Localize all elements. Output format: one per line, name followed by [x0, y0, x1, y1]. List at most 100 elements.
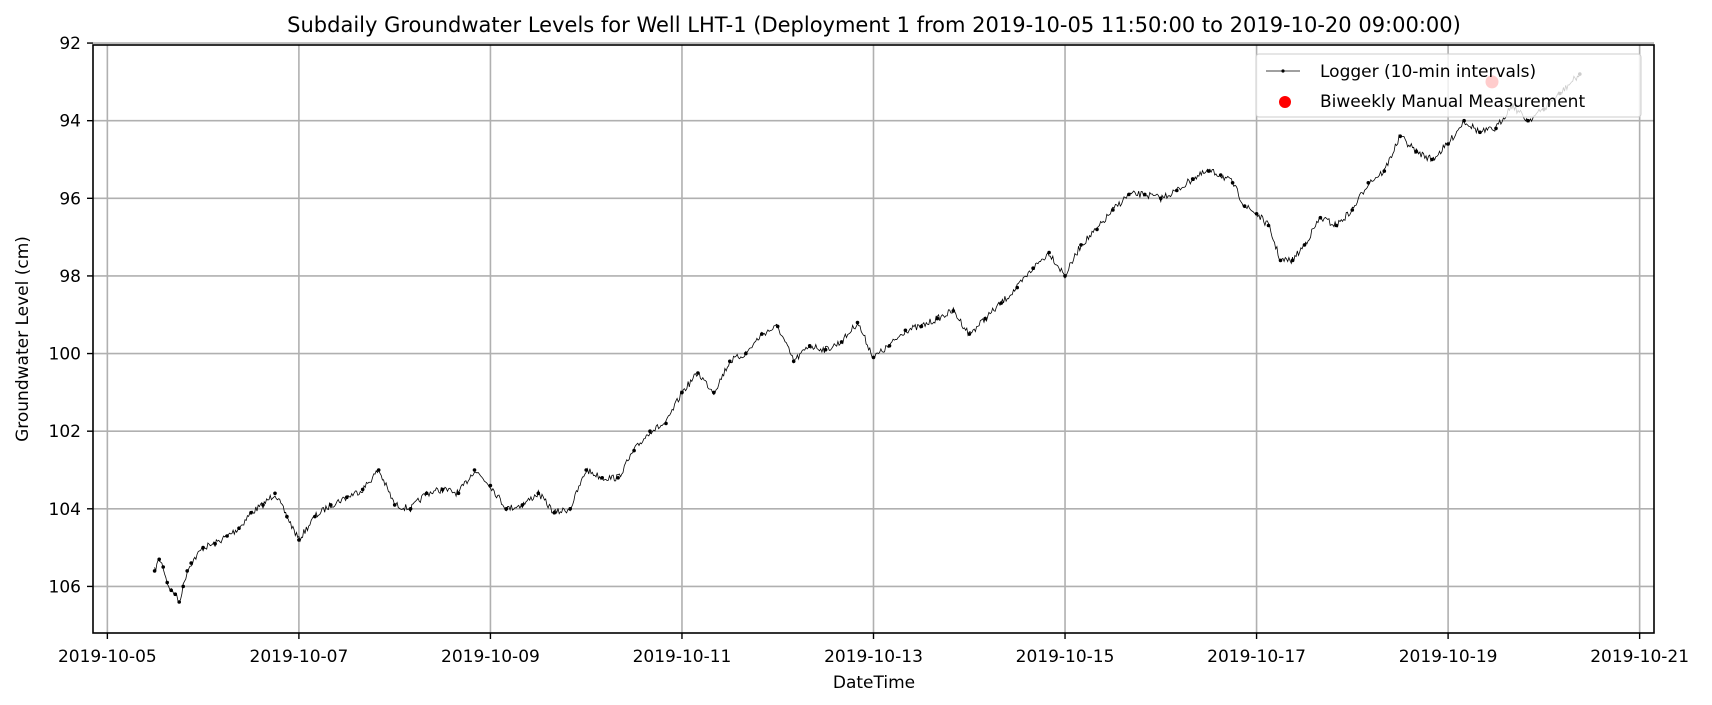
logger-point: [1175, 188, 1179, 193]
logger-point: [712, 390, 716, 395]
logger-point: [1190, 177, 1195, 181]
logger-point: [1079, 243, 1083, 247]
chart-title: Subdaily Groundwater Levels for Well LHT…: [287, 13, 1461, 37]
logger-point: [552, 510, 557, 515]
logger-point: [935, 316, 940, 321]
logger-point: [616, 476, 620, 480]
logger-point: [392, 503, 397, 507]
logger-point: [1095, 227, 1099, 232]
x-axis-title: DateTime: [833, 673, 915, 693]
logger-point: [1242, 204, 1247, 208]
x-tick-label: 2019-10-05: [58, 647, 157, 667]
logger-point: [1334, 223, 1339, 228]
logger-point: [855, 320, 860, 325]
x-tick-label: 2019-10-11: [633, 647, 732, 667]
logger-point: [1446, 142, 1450, 146]
logger-point: [632, 448, 636, 453]
y-tick-label: 104: [49, 500, 81, 520]
logger-point: [871, 355, 876, 360]
logger-point: [1218, 173, 1223, 177]
y-tick-label: 100: [49, 345, 81, 365]
logger-point: [1350, 208, 1355, 212]
logger-point: [504, 507, 509, 511]
logger-point: [999, 301, 1003, 305]
y-tick-label: 106: [49, 577, 81, 597]
x-tick-label: 2019-10-19: [1399, 647, 1498, 667]
logger-point: [807, 344, 812, 348]
logger-point: [1366, 181, 1371, 185]
logger-point: [1290, 258, 1295, 263]
logger-point: [177, 600, 181, 604]
logger-point: [376, 468, 381, 472]
logger-point: [173, 592, 177, 596]
x-tick-label: 2019-10-07: [250, 647, 349, 667]
legend-manual-marker: [1279, 96, 1291, 108]
logger-point: [648, 429, 652, 434]
series-layer: [152, 72, 1582, 604]
logger-point: [201, 545, 205, 550]
logger-point: [1230, 181, 1235, 185]
logger-point: [488, 483, 493, 488]
x-tick-label: 2019-10-13: [824, 647, 923, 667]
logger-point: [313, 514, 317, 519]
logger-point: [791, 359, 796, 364]
axis-layer: 2019-10-05 2019-10-07 2019-10-09 2019-10-11…: [49, 34, 1689, 667]
logger-point: [345, 495, 349, 500]
logger-point: [1398, 134, 1402, 138]
logger-point: [157, 557, 161, 562]
y-tick-label: 96: [59, 189, 81, 209]
logger-point: [169, 588, 173, 593]
logger-point: [329, 503, 333, 507]
logger-point: [520, 503, 525, 507]
logger-point: [185, 569, 189, 573]
logger-point: [285, 514, 289, 519]
logger-point: [1047, 250, 1051, 255]
logger-point: [919, 324, 924, 329]
logger-point: [680, 390, 684, 395]
logger-point: [760, 332, 764, 336]
y-tick-label: 98: [59, 267, 81, 287]
logger-point: [1430, 157, 1434, 162]
logger-point: [823, 347, 828, 352]
logger-point: [1266, 223, 1271, 228]
legend-logger-marker: [1281, 69, 1285, 73]
logger-point: [744, 351, 748, 356]
logger-point: [237, 526, 241, 530]
logger-point: [225, 534, 229, 538]
logger-point: [440, 487, 445, 492]
logger-point: [568, 507, 572, 511]
logger-point: [903, 328, 908, 333]
logger-point: [1278, 258, 1283, 263]
logger-point: [1318, 215, 1323, 220]
logger-point: [1063, 274, 1067, 278]
logger-point: [1462, 118, 1466, 123]
logger-point: [775, 324, 780, 329]
legend-box: [1255, 53, 1642, 118]
logger-point: [1302, 243, 1307, 247]
logger-point: [1111, 208, 1115, 212]
logger-point: [249, 510, 253, 515]
logger-point: [983, 316, 987, 321]
logger-point: [1478, 130, 1482, 135]
x-tick-label: 2019-10-17: [1207, 647, 1306, 667]
logger-point: [1127, 192, 1131, 197]
logger-point: [472, 468, 477, 472]
logger-point: [152, 569, 157, 573]
logger-point: [1494, 126, 1498, 131]
logger-point: [1143, 192, 1147, 197]
logger-point: [273, 491, 277, 496]
logger-point: [181, 584, 185, 589]
x-tick-label: 2019-10-21: [1590, 647, 1689, 667]
logger-point: [696, 371, 700, 375]
logger-point: [1159, 196, 1163, 201]
logger-point: [600, 476, 604, 480]
logger-point: [1526, 118, 1530, 123]
logger-series-line: [154, 73, 1581, 603]
y-tick-label: 94: [59, 112, 81, 132]
logger-point: [424, 491, 429, 496]
logger-point: [584, 468, 588, 472]
logger-point: [360, 487, 365, 492]
logger-point: [1382, 169, 1387, 173]
